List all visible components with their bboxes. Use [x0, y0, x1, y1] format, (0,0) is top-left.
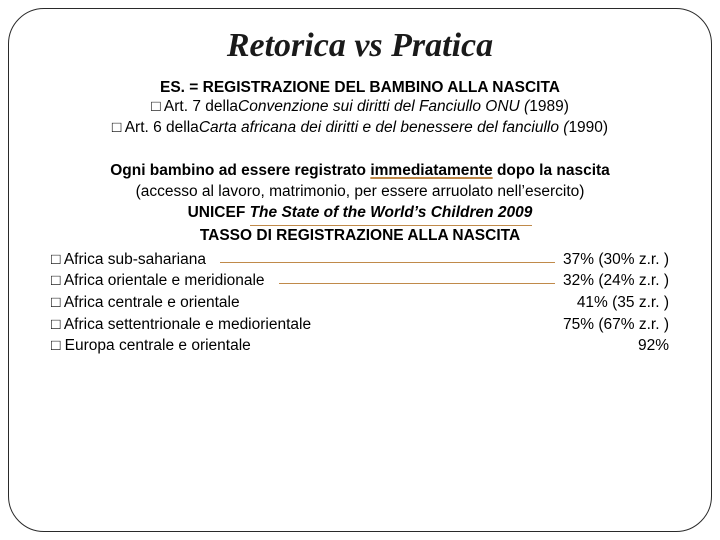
- rate-label: □ Africa centrale e orientale: [51, 292, 246, 314]
- mid-line-2: (accesso al lavoro, matrimonio, per esse…: [51, 182, 669, 203]
- article-2-year: 1990): [568, 119, 608, 136]
- rate-value: 75% (67% z.r. ): [563, 314, 669, 336]
- unicef-b: The State of the World’s Children 2009: [250, 203, 533, 226]
- rate-label: □ Africa orientale e meridionale: [51, 270, 271, 292]
- slide-frame: Retorica vs Pratica ES. = REGISTRAZIONE …: [8, 8, 712, 532]
- article-1-year: 1989): [529, 98, 569, 115]
- rate-label: □ Europa centrale e orientale: [51, 335, 257, 357]
- article-2-italic: Carta africana dei diritti e del benesse…: [199, 119, 569, 136]
- rate-value: 32% (24% z.r. ): [563, 270, 669, 292]
- mid-block: Ogni bambino ad essere registrato immedi…: [51, 161, 669, 247]
- checkbox-icon: □ Art. 6 della: [112, 118, 199, 139]
- rate-row: □ Africa centrale e orientale 41% (35 z.r…: [51, 292, 669, 314]
- rate-value: 37% (30% z.r. ): [563, 249, 669, 271]
- mid-line-1c: dopo la nascita: [493, 162, 610, 179]
- mid-line-1: Ogni bambino ad essere registrato immedi…: [51, 161, 669, 182]
- unicef-a: UNICEF: [188, 204, 250, 221]
- mid-line-1a: Ogni bambino ad essere registrato: [110, 162, 370, 179]
- rate-filler: [212, 249, 563, 271]
- rate-list: □ Africa sub-sahariana37% (30% z.r. )□ A…: [51, 249, 669, 357]
- article-1-italic: Convenzione sui diritti del Fanciullo ON…: [238, 98, 529, 115]
- rate-filler: [257, 335, 638, 357]
- rate-filler: [317, 314, 563, 336]
- rate-value: 41% (35 z.r. ): [577, 292, 669, 314]
- unicef-line: UNICEF The State of the World’s Children…: [51, 203, 669, 226]
- mid-line-1b: immediatamente: [370, 162, 492, 179]
- slide-title: Retorica vs Pratica: [51, 27, 669, 65]
- rate-row: □ Africa orientale e meridionale 32% (24%…: [51, 270, 669, 292]
- rate-label: □ Africa sub-sahariana: [51, 249, 212, 271]
- es-heading: ES. = REGISTRAZIONE DEL BAMBINO ALLA NAS…: [51, 79, 669, 97]
- rate-value: 92%: [638, 335, 669, 357]
- rate-filler: [246, 292, 577, 314]
- article-1: □ Art. 7 della Convenzione sui diritti d…: [51, 97, 669, 118]
- rate-label: □ Africa settentrionale e mediorientale: [51, 314, 317, 336]
- rate-row: □ Europa centrale e orientale 92%: [51, 335, 669, 357]
- rate-row: □ Africa settentrionale e mediorientale 7…: [51, 314, 669, 336]
- tasso-heading: TASSO DI REGISTRAZIONE ALLA NASCITA: [51, 226, 669, 247]
- checkbox-icon: □ Art. 7 della: [151, 97, 238, 118]
- rate-filler: [271, 270, 563, 292]
- rate-row: □ Africa sub-sahariana 37% (30% z.r. ): [51, 249, 669, 271]
- article-2: □ Art. 6 della Carta africana dei diritt…: [51, 118, 669, 139]
